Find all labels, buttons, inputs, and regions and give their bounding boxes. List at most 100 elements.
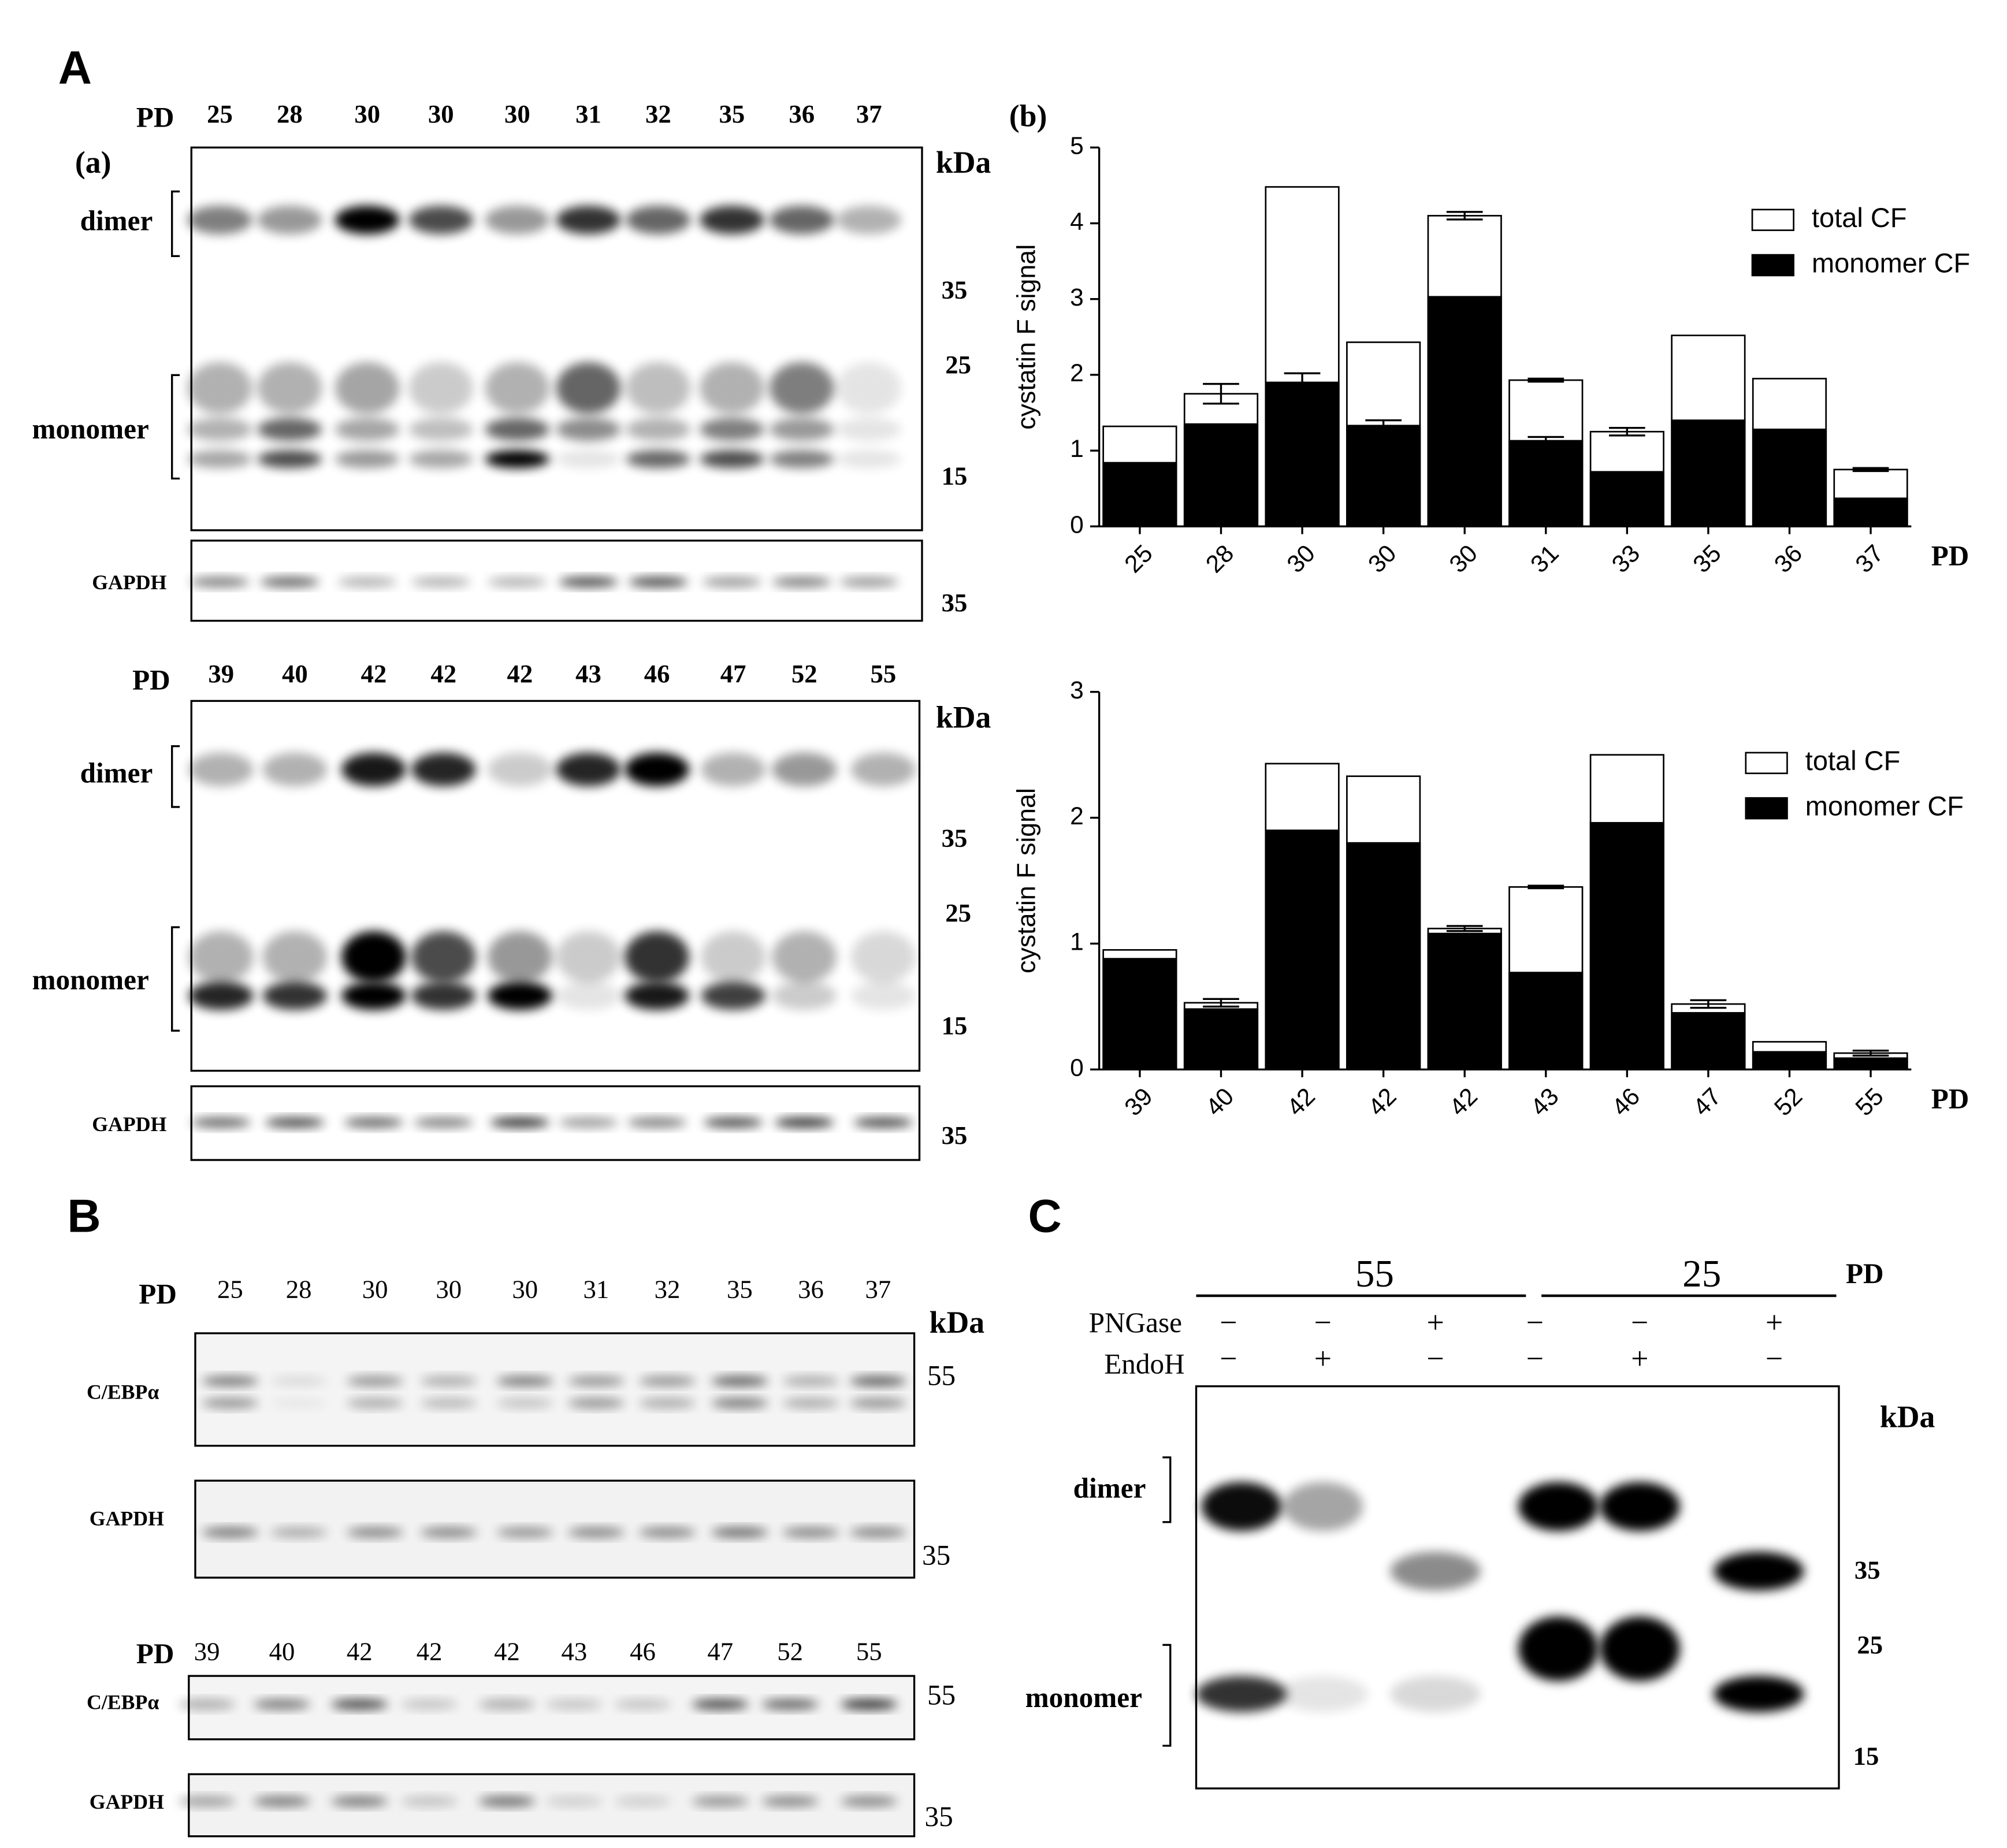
pd-label: PD xyxy=(139,1278,177,1310)
lane-label: 42 xyxy=(347,1637,373,1665)
legend-swatch xyxy=(1751,254,1795,277)
cebp-label: C/EBPα xyxy=(87,1691,159,1714)
band xyxy=(178,1699,236,1710)
panel-label: (b) xyxy=(1009,98,1047,133)
marker-label: 35 xyxy=(942,1121,968,1150)
band xyxy=(408,362,474,414)
band xyxy=(761,1699,819,1710)
band xyxy=(420,1527,477,1538)
band xyxy=(699,450,764,468)
error-bar xyxy=(1446,925,1483,932)
y-tick-label: 5 xyxy=(1070,133,1084,160)
band xyxy=(257,206,322,235)
pd-label: PD xyxy=(136,1638,174,1669)
band xyxy=(545,1699,603,1710)
band xyxy=(253,1796,311,1807)
lane-label: 36 xyxy=(798,1275,824,1304)
band xyxy=(420,1397,477,1408)
y-tick-label: 4 xyxy=(1070,209,1084,236)
band xyxy=(187,418,252,441)
band xyxy=(837,418,902,441)
x-tick-label: 25 xyxy=(1120,540,1158,578)
band xyxy=(487,981,552,1010)
x-tick-label: 28 xyxy=(1201,540,1240,578)
band xyxy=(699,206,764,235)
bar xyxy=(1265,381,1340,527)
bar xyxy=(1752,1051,1827,1070)
band xyxy=(625,931,690,983)
x-tick-label: 46 xyxy=(1607,1083,1645,1122)
lane-label: 32 xyxy=(655,1275,681,1304)
marker-label: 15 xyxy=(942,462,968,490)
band xyxy=(490,1117,550,1128)
band xyxy=(769,418,834,441)
x-tick-label: 30 xyxy=(1363,540,1402,578)
lane-label: 42 xyxy=(494,1637,520,1665)
band xyxy=(496,1375,554,1386)
panel-label: C xyxy=(1028,1190,1062,1242)
band xyxy=(545,1796,603,1807)
lane-label: 42 xyxy=(361,659,387,688)
band xyxy=(558,1117,618,1128)
lane-label: 46 xyxy=(644,659,670,688)
error-bar xyxy=(1609,426,1645,437)
marker-label: 25 xyxy=(945,350,971,379)
marker-label: 35 xyxy=(924,1801,953,1832)
band xyxy=(837,362,902,414)
band xyxy=(411,931,476,983)
lane-label: 25 xyxy=(207,99,233,128)
treatment-sign: + xyxy=(1766,1305,1783,1340)
treatment-sign: + xyxy=(1631,1341,1648,1376)
band xyxy=(850,752,916,787)
band xyxy=(850,931,916,983)
band xyxy=(270,1397,328,1408)
group-label: 55 xyxy=(1355,1252,1394,1295)
marker-label: 35 xyxy=(942,588,968,617)
lane-label: 30 xyxy=(354,99,380,128)
treatment-sign: − xyxy=(1426,1341,1444,1376)
band xyxy=(703,1117,763,1128)
lane-label: 32 xyxy=(645,99,671,128)
band xyxy=(701,981,766,1010)
marker-label: 55 xyxy=(927,1679,956,1711)
treatment-sign: − xyxy=(1631,1305,1648,1340)
band xyxy=(626,418,691,441)
band xyxy=(187,206,252,235)
kda-label: kDa xyxy=(936,700,991,734)
band xyxy=(478,1796,536,1807)
pd-label: PD xyxy=(1846,1258,1884,1289)
bar xyxy=(1427,932,1502,1070)
y-tick-label: 3 xyxy=(1070,677,1084,704)
kda-label: kDa xyxy=(936,145,991,180)
band xyxy=(556,418,621,441)
marker-label: 55 xyxy=(927,1360,956,1392)
x-axis-label: PD xyxy=(1931,540,1969,571)
band xyxy=(202,1397,259,1408)
bar xyxy=(1102,958,1177,1070)
band xyxy=(567,1397,625,1408)
lane-label: 47 xyxy=(707,1637,733,1665)
panel-label: (a) xyxy=(75,145,112,180)
band xyxy=(774,1117,834,1128)
band xyxy=(408,206,474,235)
band xyxy=(187,362,252,414)
error-bar xyxy=(1852,467,1889,473)
lane-label: 30 xyxy=(362,1275,388,1304)
band xyxy=(344,1117,404,1128)
treatment-label: PNGase xyxy=(1089,1307,1182,1338)
lane-label: 30 xyxy=(512,1275,538,1304)
treatment-sign: − xyxy=(1766,1341,1783,1376)
bracket xyxy=(171,374,180,480)
gapdh-label: GAPDH xyxy=(92,1113,166,1136)
lane-label: 30 xyxy=(436,1275,462,1304)
band xyxy=(191,1117,251,1128)
band xyxy=(769,206,834,235)
lane-label: 52 xyxy=(791,659,817,688)
lane-label: 37 xyxy=(856,99,882,128)
band xyxy=(1283,1482,1363,1531)
error-bar xyxy=(1446,211,1483,221)
lane-label: 36 xyxy=(789,99,815,128)
marker-label: 15 xyxy=(1853,1742,1879,1771)
band xyxy=(769,450,834,468)
lane-label: 47 xyxy=(720,659,746,688)
